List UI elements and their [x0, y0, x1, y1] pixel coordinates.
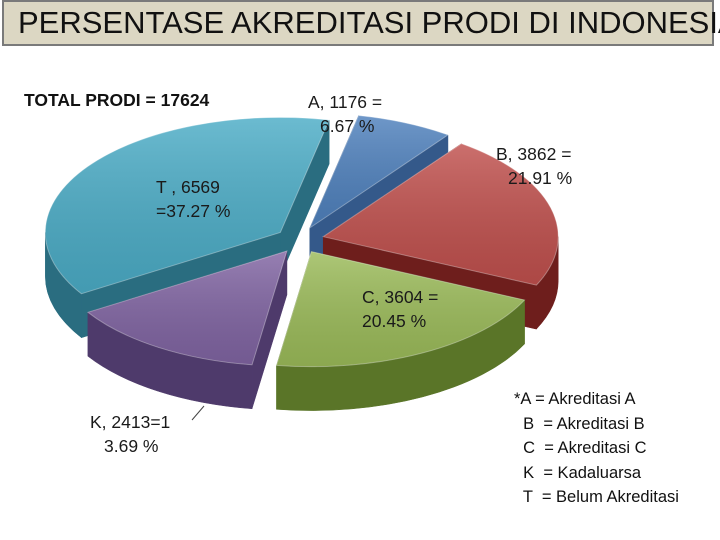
- pie-chart: TOTAL PRODI = 17624 A, 1176 = 6.67 % B, 38…: [24, 90, 572, 456]
- legend-item-k: K = Kadaluarsa: [514, 463, 642, 482]
- pie-slice-b-shine: [323, 143, 559, 286]
- data-label-t-line: =37.27 %: [156, 201, 230, 221]
- data-label-c-line: C, 3604 =: [362, 287, 438, 307]
- data-label-a-line: A, 1176 =: [308, 92, 382, 112]
- data-label-t-line: T , 6569: [156, 177, 220, 197]
- leader-line-k: [191, 405, 205, 421]
- data-label-a: A, 1176 = 6.67 %: [308, 92, 382, 136]
- pie-slice-t-shine: [45, 117, 330, 294]
- data-label-k: K, 2413=1 3.69 %: [90, 412, 170, 456]
- legend: *A = Akreditasi A B = Akreditasi B C = A…: [514, 387, 679, 510]
- data-label-b: B, 3862 = 21.91 %: [496, 144, 572, 188]
- data-label-c: C, 3604 = 20.45 %: [362, 287, 438, 331]
- data-label-t: T , 6569 =37.27 %: [156, 177, 230, 221]
- chart-title: TOTAL PRODI = 17624: [24, 90, 210, 110]
- pie-slice-k: [86, 250, 288, 410]
- legend-item-a: *A = Akreditasi A: [514, 390, 636, 408]
- data-label-k-line: 3.69 %: [104, 436, 158, 456]
- title-bar: PERSENTASE AKREDITASI PRODI DI INDONESIA: [2, 0, 720, 46]
- pie-slice-a-shine: [309, 115, 448, 228]
- pie-slice-c-shine: [276, 251, 525, 367]
- legend-item-b: B = Akreditasi B: [514, 414, 645, 433]
- data-label-k-line: K, 2413=1: [90, 412, 170, 432]
- pie-slice-c: [275, 251, 526, 411]
- page-title: PERSENTASE AKREDITASI PRODI DI INDONESIA: [18, 5, 720, 40]
- pie-slice-k-shine: [87, 251, 287, 365]
- legend-item-t: T = Belum Akreditasi: [514, 488, 679, 506]
- data-label-c-line: 20.45 %: [362, 311, 426, 331]
- data-label-b-line: 21.91 %: [508, 168, 572, 188]
- data-label-a-line: 6.67 %: [320, 116, 374, 136]
- legend-item-c: C = Akreditasi C: [514, 439, 647, 457]
- data-label-b-line: B, 3862 =: [496, 144, 571, 164]
